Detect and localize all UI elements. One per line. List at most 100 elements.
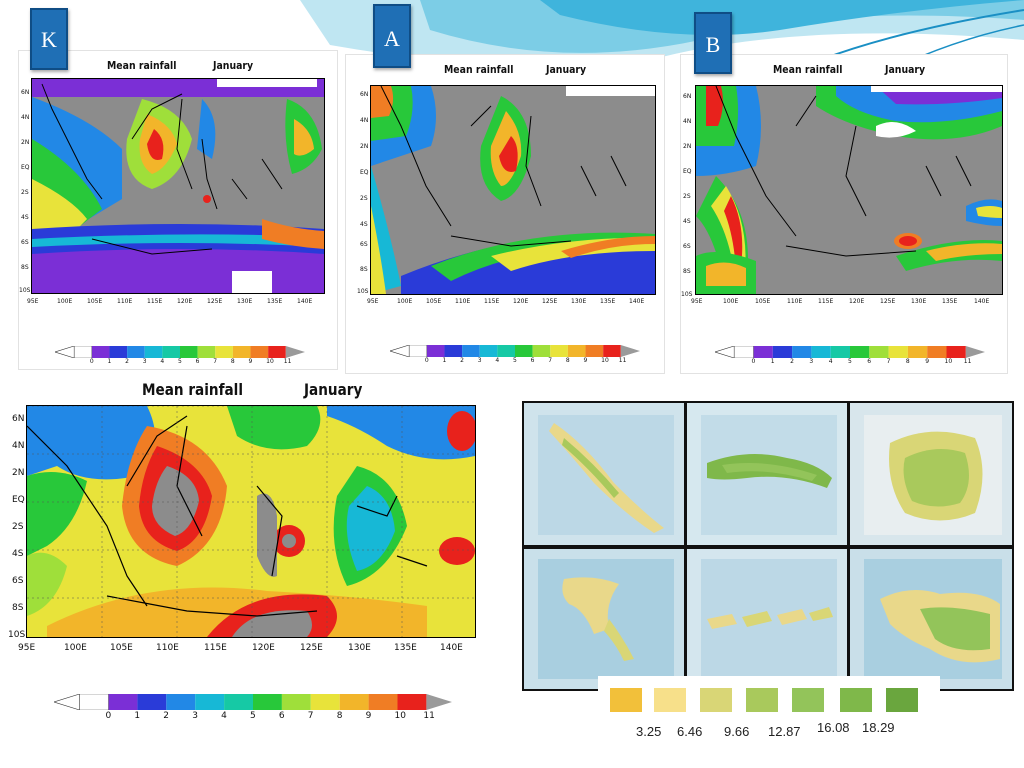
panel-k-title: Mean rainfall bbox=[107, 59, 177, 72]
colorbar-segment bbox=[310, 694, 340, 710]
lon-label: 115E bbox=[818, 298, 834, 305]
lon-label: 125E bbox=[300, 643, 323, 653]
lon-label: 120E bbox=[513, 298, 529, 305]
colorbar-labels: 0 1 2 3 4 5 6 7 8 9 10 11 bbox=[54, 710, 452, 722]
colorbar-segment bbox=[144, 346, 163, 358]
lon-label: 110E bbox=[117, 298, 133, 305]
colorbar-segment bbox=[830, 346, 850, 358]
lon-label: 125E bbox=[207, 298, 223, 305]
legend-value: 16.08 bbox=[817, 720, 850, 735]
panel-tag-k: K bbox=[30, 8, 68, 70]
lat-label: 2S bbox=[21, 189, 29, 196]
colorbar-segment bbox=[79, 693, 109, 711]
lon-label: 95E bbox=[27, 298, 39, 305]
colorbar-segment bbox=[811, 346, 831, 358]
colorbar-tick-label: 5 bbox=[848, 358, 852, 365]
colorbar-gradient bbox=[53, 345, 305, 359]
colorbar-labels: 0 1 2 3 4 5 6 7 8 9 10 11 bbox=[715, 357, 985, 367]
lat-label: EQ bbox=[683, 168, 692, 175]
colorbar-gradient bbox=[388, 344, 640, 358]
colorbar-tick-label: 2 bbox=[460, 357, 464, 364]
legend-swatch bbox=[700, 688, 732, 712]
lat-label: 6S bbox=[360, 241, 368, 248]
sulawesi-map-icon bbox=[524, 549, 684, 689]
colorbar-tick-label: 4 bbox=[221, 711, 227, 721]
colorbar-k: 0 1 2 3 4 5 6 7 8 9 10 11 bbox=[53, 345, 305, 367]
lon-label: 125E bbox=[542, 298, 558, 305]
colorbar-tick-label: 11 bbox=[618, 357, 627, 364]
colorbar-min-arrow bbox=[52, 693, 80, 711]
colorbar-segment bbox=[772, 346, 793, 358]
colorbar-segment bbox=[426, 345, 445, 357]
colorbar-tick-label: 4 bbox=[495, 357, 500, 364]
lat-label: 4N bbox=[360, 117, 369, 124]
legend-swatch bbox=[746, 688, 778, 712]
colorbar-max-arrow bbox=[285, 346, 305, 358]
colorbar-tick-label: 9 bbox=[248, 358, 253, 365]
lon-label: 110E bbox=[455, 298, 471, 305]
nusa-tenggara-map-icon bbox=[687, 549, 847, 689]
kalimantan-map-icon bbox=[850, 403, 1012, 545]
lon-label: 105E bbox=[426, 298, 442, 305]
colorbar-tick-label: 7 bbox=[548, 357, 553, 364]
legend-swatch bbox=[792, 688, 824, 712]
lat-label: 8S bbox=[21, 264, 29, 271]
lon-label: 110E bbox=[156, 643, 179, 653]
colorbar-tick-label: 9 bbox=[583, 357, 588, 364]
colorbar-segment bbox=[162, 346, 180, 358]
colorbar-segment bbox=[224, 694, 253, 710]
lat-label: 6S bbox=[21, 239, 29, 246]
lon-label: 135E bbox=[267, 298, 283, 305]
colorbar-tick-label: 3 bbox=[477, 357, 482, 364]
papua-map-icon bbox=[850, 549, 1012, 689]
lat-label: 8S bbox=[12, 603, 24, 613]
lon-label: 95E bbox=[18, 643, 36, 653]
panel-tag-b: B bbox=[694, 12, 732, 74]
lat-label: 6N bbox=[12, 414, 25, 424]
lon-label: 95E bbox=[691, 298, 703, 305]
colorbar-segment bbox=[232, 346, 251, 358]
colorbar-tick-label: 2 bbox=[163, 711, 170, 721]
colorbar-tick-label: 7 bbox=[307, 711, 314, 721]
lon-label: 120E bbox=[177, 298, 193, 305]
colorbar-segment bbox=[550, 345, 568, 357]
lat-label: 2S bbox=[683, 193, 691, 200]
colorbar-segment bbox=[137, 694, 167, 710]
colorbar-tick-label: 5 bbox=[250, 711, 256, 721]
colorbar-tick-label: 2 bbox=[790, 358, 794, 365]
colorbar-segment bbox=[479, 345, 498, 357]
colorbar-segment bbox=[927, 346, 947, 358]
colorbar-b: 0 1 2 3 4 5 6 7 8 9 10 11 bbox=[713, 345, 985, 367]
lon-label: 100E bbox=[723, 298, 739, 305]
sumatra-map-icon bbox=[524, 403, 684, 545]
colorbar-tick-label: 0 bbox=[89, 358, 94, 365]
colorbar-segment bbox=[869, 346, 889, 358]
rainfall-panel-main: Mean rainfall January 6N 4N 2 bbox=[8, 378, 500, 758]
lat-label: 6S bbox=[12, 576, 24, 586]
colorbar-segment bbox=[515, 345, 533, 357]
colorbar-tick-label: 1 bbox=[770, 358, 775, 365]
panel-a-month: January bbox=[546, 63, 587, 76]
lat-label: EQ bbox=[360, 169, 369, 176]
colorbar-tick-label: 6 bbox=[867, 358, 872, 365]
colorbar-segment bbox=[339, 694, 369, 710]
colorbar-segment bbox=[907, 346, 928, 358]
lat-label: 6N bbox=[21, 89, 30, 96]
legend-value: 6.46 bbox=[677, 724, 703, 739]
colorbar-tick-label: 8 bbox=[565, 357, 570, 364]
lat-label: 4N bbox=[21, 114, 30, 121]
colorbar-gradient bbox=[52, 693, 452, 711]
lon-label: 125E bbox=[880, 298, 896, 305]
lat-label: 4N bbox=[683, 118, 692, 125]
colorbar-segment bbox=[195, 694, 225, 710]
colorbar-tick-label: 6 bbox=[530, 357, 535, 364]
lon-label: 130E bbox=[237, 298, 253, 305]
lon-label: 130E bbox=[911, 298, 927, 305]
colorbar-tick-label: 7 bbox=[213, 358, 218, 365]
lon-label: 120E bbox=[252, 643, 275, 653]
lon-label: 100E bbox=[64, 643, 87, 653]
colorbar-tick-label: 11 bbox=[963, 358, 972, 365]
lat-label: EQ bbox=[21, 164, 30, 171]
colorbar-max-arrow bbox=[620, 345, 640, 357]
lat-label: 8S bbox=[360, 266, 368, 273]
